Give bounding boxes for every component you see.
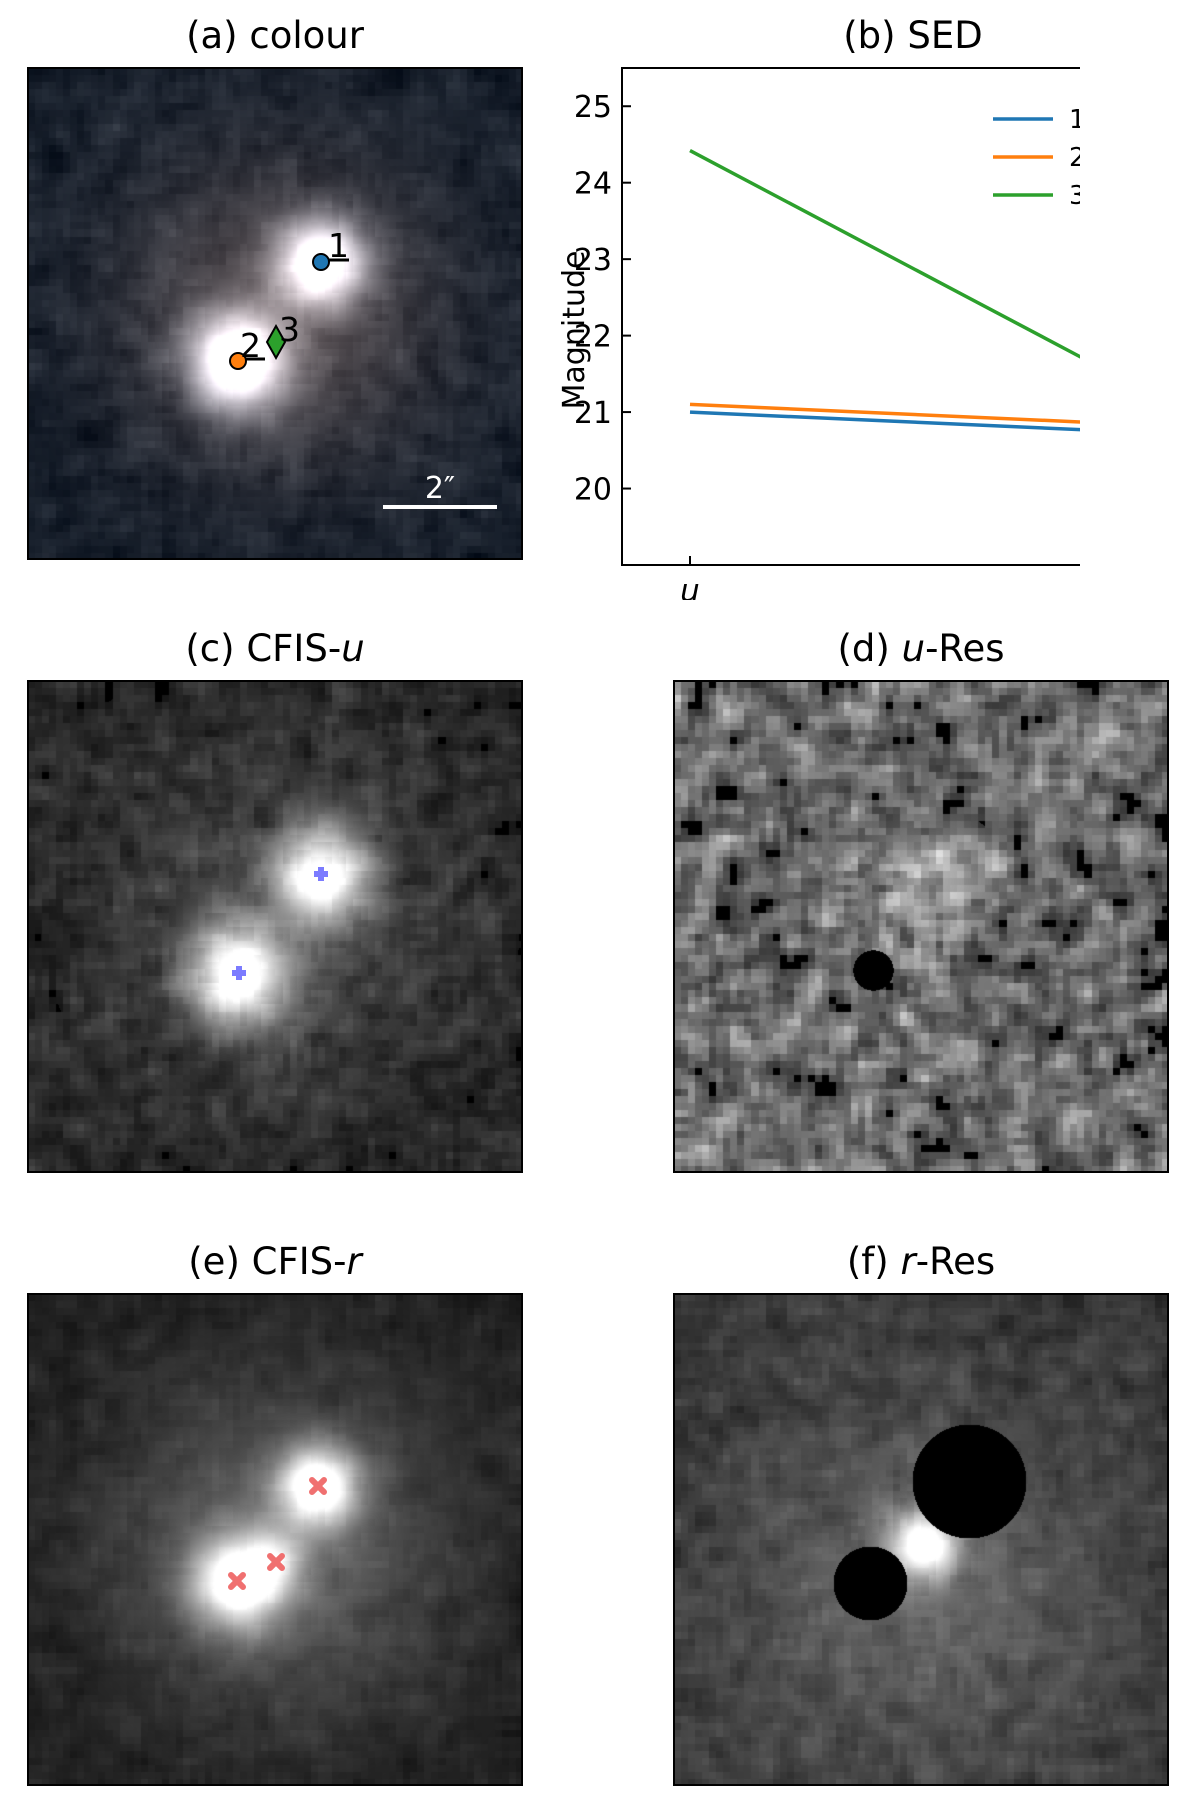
u-source-2-marker [232, 966, 246, 980]
y-tick-label: 24 [574, 167, 612, 202]
r-residual-image [673, 1293, 1169, 1786]
panel-d-title: (d) u-Res [837, 627, 1005, 670]
colour-image: 1 2 3 2″ [27, 67, 523, 560]
marker-2-label: 2 [240, 326, 261, 365]
series-line-2 [689, 402, 1080, 424]
y-tick-label: 25 [574, 90, 612, 125]
r-source-2-marker [228, 1572, 246, 1590]
u-residual-image [673, 680, 1169, 1173]
legend-label-3: 3 [1069, 181, 1080, 211]
sed-chart: 202122232425ur123 Magnitude [557, 67, 1080, 600]
r-source-1-marker [309, 1477, 327, 1495]
y-axis-label: Magnitude [557, 251, 592, 410]
y-tick-label: 20 [574, 473, 612, 508]
legend-label-2: 2 [1069, 143, 1080, 173]
marker-1-label: 1 [328, 226, 349, 265]
marker-3-diamond [265, 323, 287, 361]
marker-3-label: 3 [279, 310, 300, 349]
panel-e-title: (e) CFIS-r [188, 1240, 362, 1283]
panel-b-title: (b) SED [843, 14, 983, 57]
series-line-1 [689, 410, 1080, 432]
cfis-r-image [27, 1293, 523, 1786]
series-line-3 [689, 149, 1080, 359]
x-tick-label: u [680, 573, 700, 600]
panel-c-title: (c) CFIS-u [185, 627, 365, 670]
marker-1-circle [312, 253, 330, 271]
panel-a-title: (a) colour [186, 14, 364, 57]
plot-frame [621, 67, 1080, 566]
panel-f-title: (f) r-Res [846, 1240, 996, 1283]
legend-label-1: 1 [1069, 105, 1080, 135]
marker-2-circle [229, 352, 247, 370]
y-tick-label: 21 [574, 396, 612, 431]
y-tick-label: 22 [574, 320, 612, 355]
cfis-u-image [27, 680, 523, 1173]
scale-bar-label: 2″ [425, 471, 455, 506]
u-source-1-marker [314, 867, 328, 881]
r-source-3-marker [267, 1553, 285, 1571]
y-tick-label: 23 [574, 243, 612, 278]
